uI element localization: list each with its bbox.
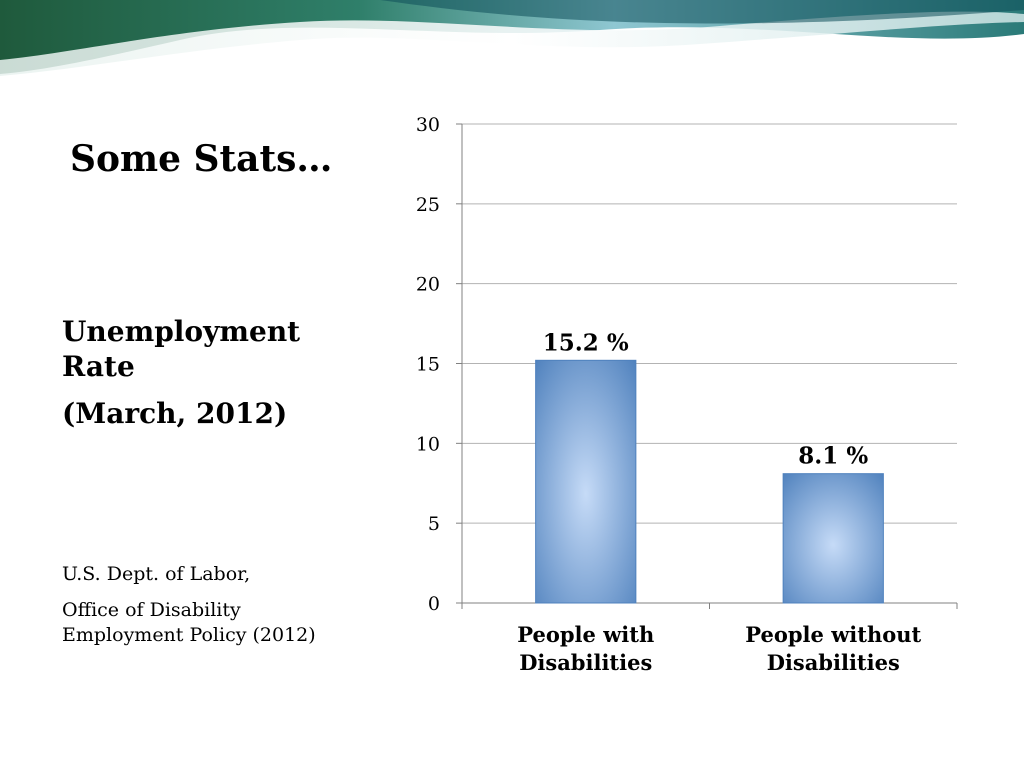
y-tick-label-5: 5 — [428, 513, 440, 535]
bars — [535, 359, 884, 604]
category-label-1-line-2: Disabilities — [519, 650, 652, 675]
subtitle-line-1: Unemployment — [62, 315, 301, 348]
subtitle-line-3: (March, 2012) — [62, 397, 288, 430]
slide-title: Some Stats… — [70, 138, 333, 180]
y-tick-label-25: 25 — [416, 194, 440, 216]
category-label-2-line-2: Disabilities — [767, 650, 900, 675]
chart-subtitle: Unemployment Rate (March, 2012) — [62, 314, 362, 431]
bar-1 — [535, 359, 637, 604]
source-citation: U.S. Dept. of Labor, Office of Disabilit… — [62, 562, 382, 649]
labels: 0 5 10 15 20 25 30 15.2 % People with Disabilitie… — [416, 114, 922, 675]
source-line-2: Office of Disability — [62, 598, 241, 621]
y-tick-label-0: 0 — [428, 593, 440, 615]
y-tick-label-30: 30 — [416, 114, 440, 136]
subtitle-line-2: Rate — [62, 350, 135, 383]
y-tick-label-20: 20 — [416, 274, 440, 296]
data-label-2: 8.1 % — [798, 443, 868, 470]
category-label-1-line-1: People with — [517, 622, 654, 647]
category-label-2-line-1: People without — [745, 622, 921, 647]
source-line-1: U.S. Dept. of Labor, — [62, 563, 251, 585]
decorative-wave-banner — [0, 0, 1024, 80]
bar-2 — [782, 473, 884, 604]
y-tick-label-10: 10 — [416, 433, 440, 455]
source-line-3: Employment Policy (2012) — [62, 624, 316, 647]
data-label-1: 15.2 % — [543, 329, 629, 356]
y-tick-label-15: 15 — [416, 354, 440, 376]
